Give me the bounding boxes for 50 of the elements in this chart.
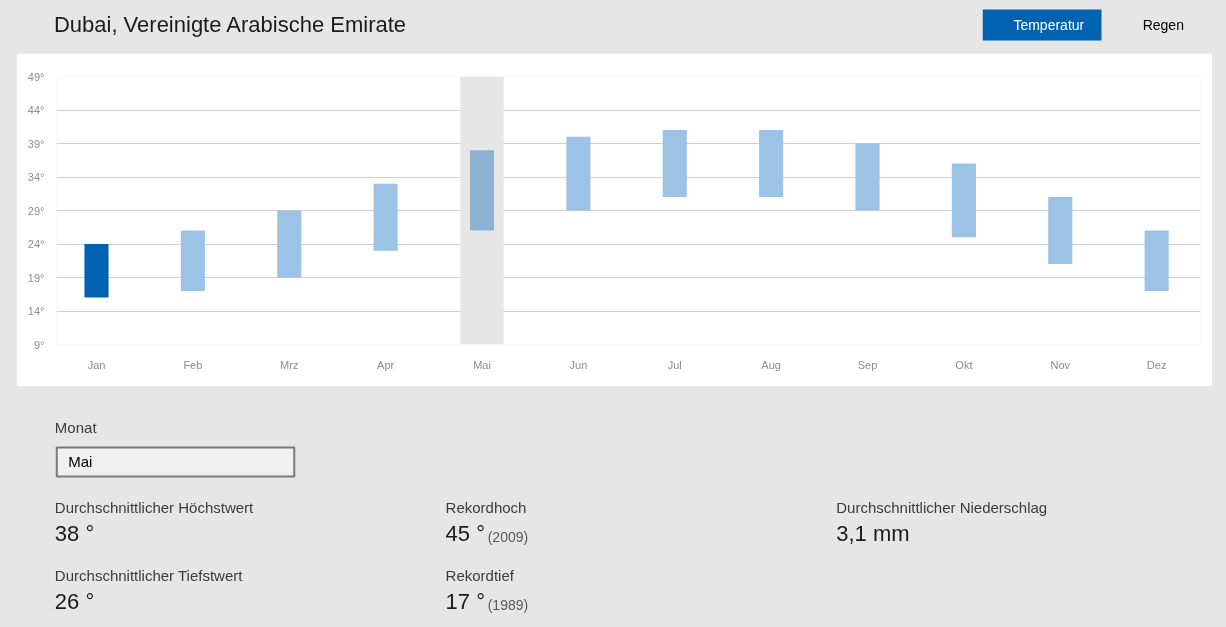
text: Durchschnittlicher Tiefstwert <box>54 567 244 584</box>
y-tick-label: 44° <box>27 104 45 116</box>
bar <box>1048 197 1073 265</box>
x-tick-label: Mai <box>473 358 491 371</box>
text: Durchschnittlicher Höchstwert <box>54 499 255 516</box>
x-tick-label: Feb <box>183 358 203 371</box>
text: Mai <box>68 453 93 470</box>
y-tick-label: 34° <box>27 171 45 183</box>
bar <box>469 150 495 231</box>
bar <box>180 230 205 291</box>
y-tick-label: 9° <box>33 338 45 351</box>
x-tick-label: Jan <box>87 358 106 371</box>
bar <box>951 163 976 238</box>
y-tick-label: 29° <box>27 204 45 217</box>
y-tick-label: 19° <box>27 271 45 284</box>
text: 38 ° <box>54 521 95 546</box>
x-tick-label: Dez <box>1146 358 1167 371</box>
text: 17 ° <box>445 589 485 614</box>
text: 45 ° <box>445 521 485 546</box>
text: 3,1 mm <box>836 521 910 546</box>
text: Rekordhoch <box>445 499 527 516</box>
bar <box>84 244 109 298</box>
chart-title: Dubai, Vereinigte Arabische Emirate <box>53 12 407 37</box>
text: Rekordtief <box>445 567 515 584</box>
y-tick-label: 39° <box>27 137 45 150</box>
x-tick-label: Mrz <box>280 358 299 371</box>
y-tick-label: 14° <box>27 305 45 317</box>
text: Durchschnittlicher Niederschlag <box>836 499 1048 516</box>
y-tick-label: 49° <box>27 70 45 83</box>
bar <box>855 143 880 211</box>
bar <box>373 183 398 251</box>
bar <box>566 136 591 211</box>
bar <box>662 130 687 198</box>
text: 26 ° <box>54 589 95 614</box>
x-tick-label: Sep <box>857 358 878 371</box>
y-tick-label: 24° <box>27 238 45 250</box>
text: Temperatur <box>1013 16 1085 33</box>
x-tick-label: Apr <box>377 358 395 371</box>
x-tick-label: Aug <box>761 358 781 371</box>
text: (2009) <box>487 528 529 545</box>
text: (1989) <box>487 596 529 613</box>
x-tick-label: Nov <box>1050 358 1071 371</box>
x-tick-label: Jul <box>667 358 682 371</box>
x-tick-label: Jun <box>569 358 588 371</box>
text: Regen <box>1142 16 1184 33</box>
bar <box>277 210 302 278</box>
x-tick-label: Okt <box>955 358 973 371</box>
bar <box>759 130 784 198</box>
text: Monat <box>54 419 98 436</box>
bar <box>1144 230 1169 291</box>
